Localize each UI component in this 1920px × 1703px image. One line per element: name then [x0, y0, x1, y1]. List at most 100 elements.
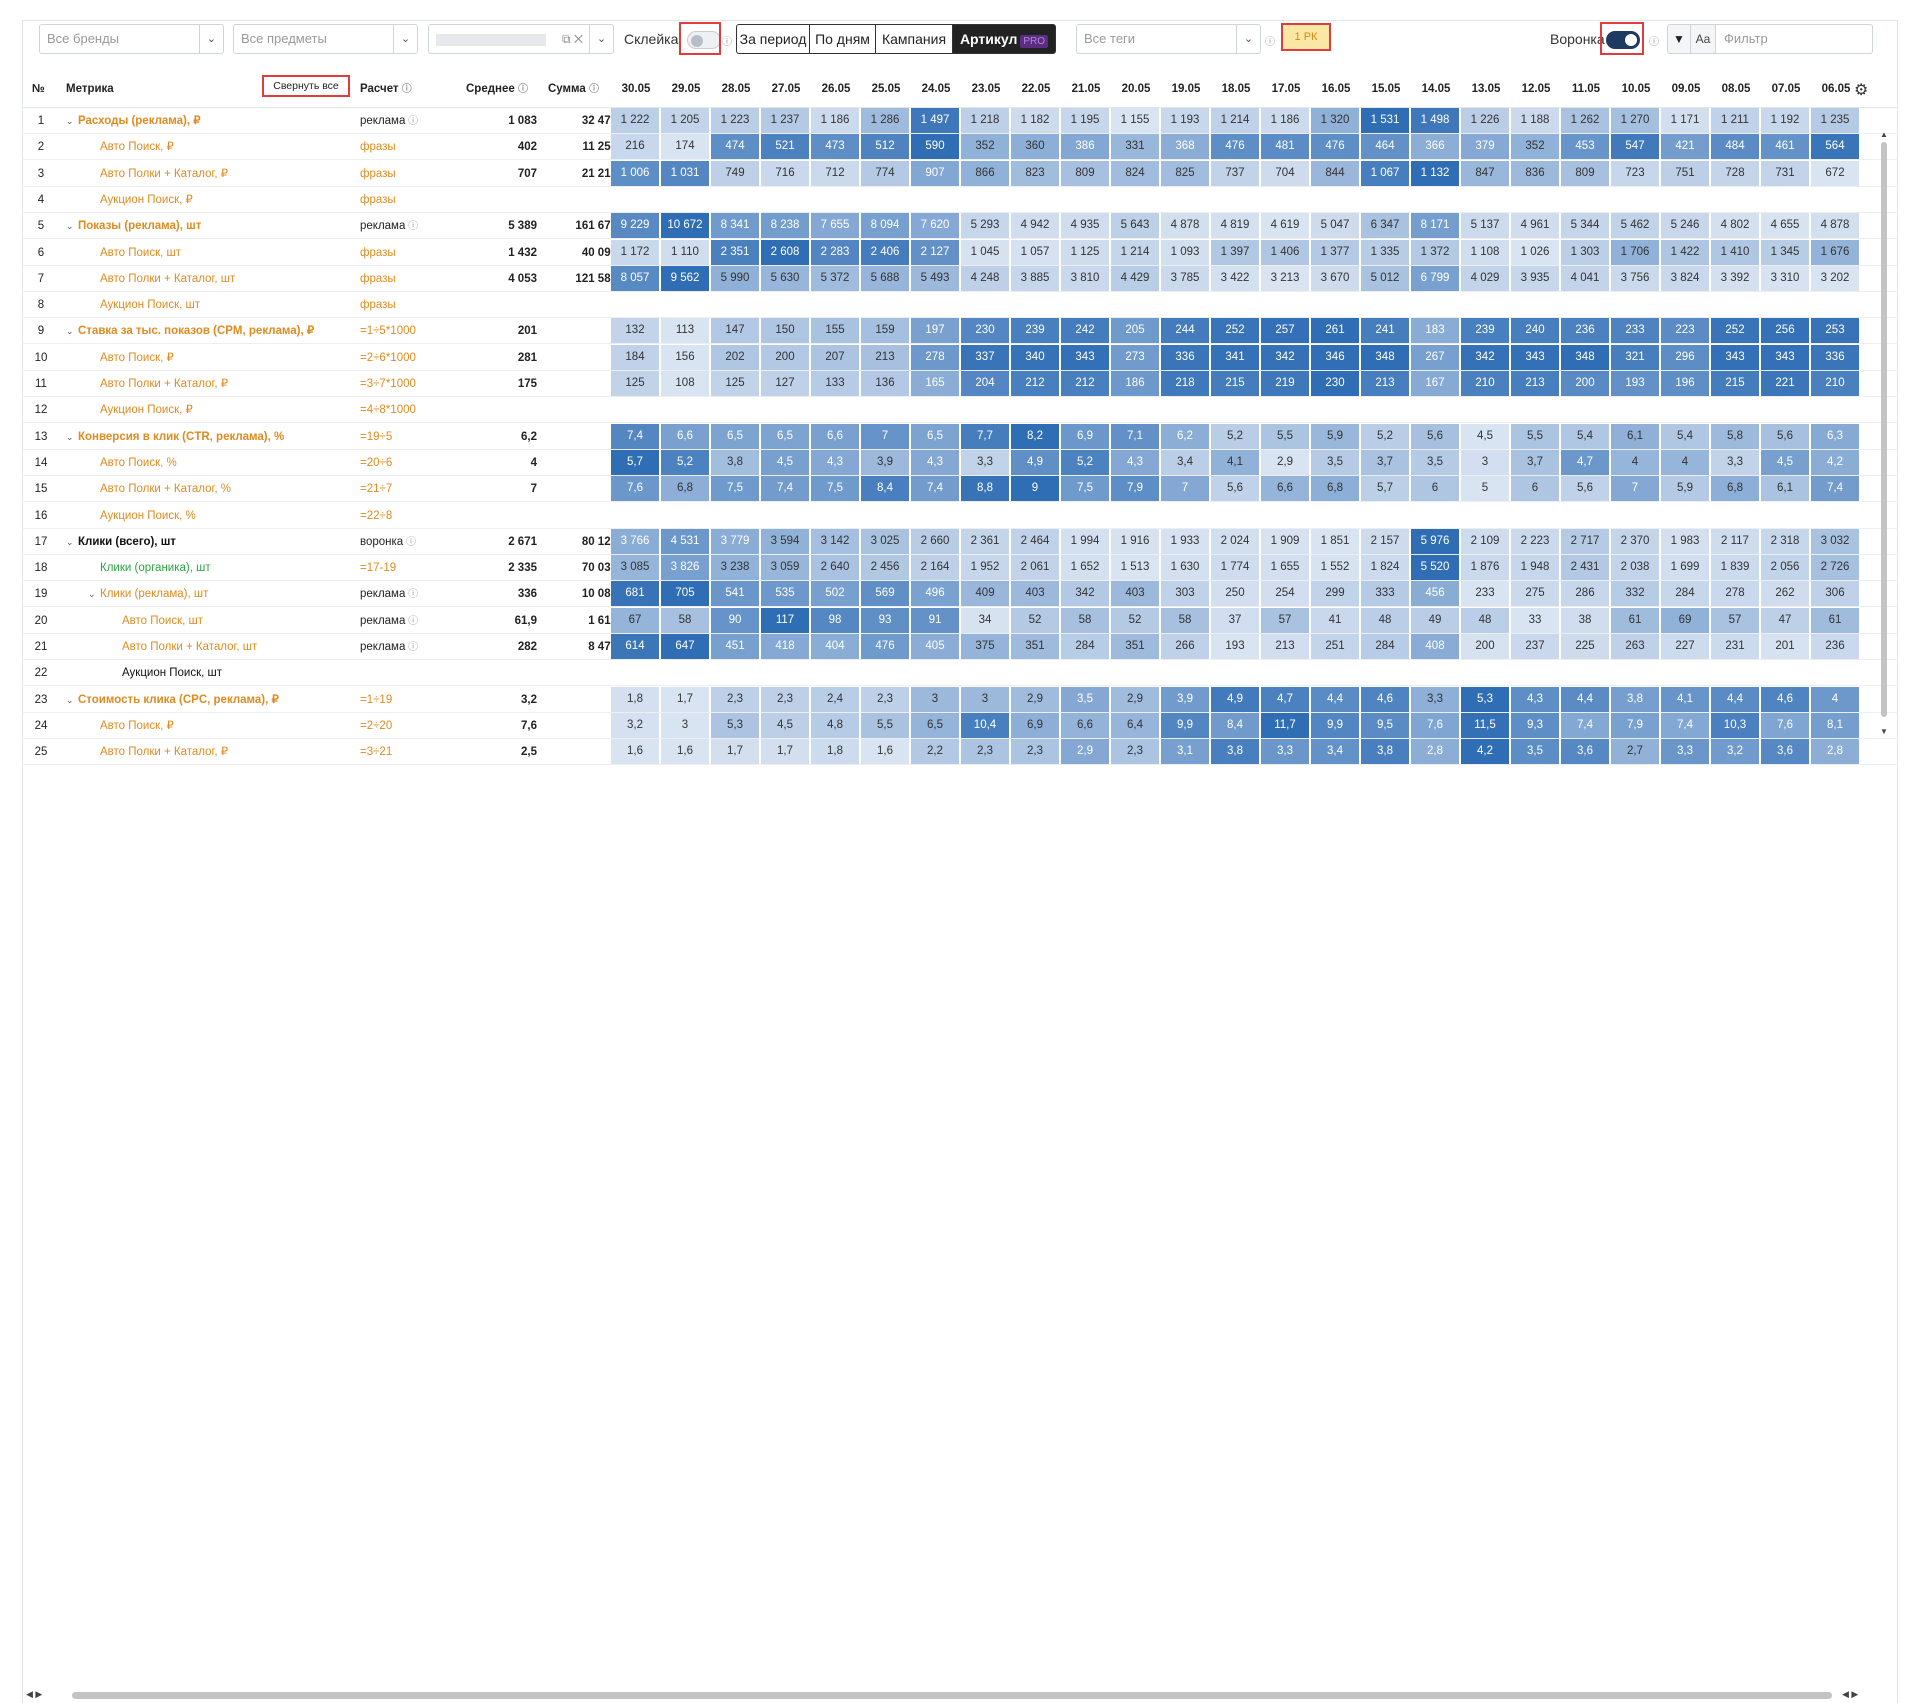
- value-cell[interactable]: 343: [1761, 344, 1809, 370]
- chevron-down-icon[interactable]: ⌄: [66, 326, 74, 337]
- value-cell[interactable]: 202: [711, 344, 759, 370]
- value-cell[interactable]: [1561, 397, 1609, 422]
- tab-article[interactable]: Артикул PRO: [952, 24, 1056, 54]
- value-cell[interactable]: 3 885: [1011, 265, 1059, 291]
- chevron-down-icon[interactable]: ⌄: [66, 431, 74, 442]
- date-header[interactable]: 12.05: [1521, 83, 1551, 95]
- value-cell[interactable]: 1 155: [1111, 108, 1159, 133]
- value-cell[interactable]: [1261, 503, 1309, 528]
- value-cell[interactable]: 4,7: [1561, 449, 1609, 475]
- value-cell[interactable]: 1 218: [961, 108, 1009, 133]
- value-cell[interactable]: 216: [611, 134, 659, 160]
- tab-days[interactable]: По дням: [809, 24, 876, 54]
- vertical-scrollbar[interactable]: ▲ ▼: [1880, 130, 1888, 740]
- value-cell[interactable]: 2,8: [1811, 739, 1859, 765]
- value-cell[interactable]: 3,3: [1411, 686, 1459, 712]
- value-cell[interactable]: 1 186: [811, 108, 859, 133]
- value-cell[interactable]: 193: [1611, 371, 1659, 396]
- value-cell[interactable]: 7,9: [1611, 712, 1659, 738]
- value-cell[interactable]: 38: [1561, 607, 1609, 633]
- value-cell[interactable]: 3 785: [1161, 265, 1209, 291]
- value-cell[interactable]: 4,9: [1011, 449, 1059, 475]
- value-cell[interactable]: 4: [1611, 449, 1659, 475]
- value-cell[interactable]: 590: [911, 134, 959, 160]
- value-cell[interactable]: [1811, 503, 1859, 528]
- value-cell[interactable]: 4,1: [1661, 686, 1709, 712]
- value-cell[interactable]: [1111, 292, 1159, 317]
- value-cell[interactable]: 262: [1761, 581, 1809, 607]
- value-cell[interactable]: 3 935: [1511, 265, 1559, 291]
- value-cell[interactable]: 200: [761, 344, 809, 370]
- value-cell[interactable]: 3,9: [1161, 686, 1209, 712]
- value-cell[interactable]: 7,4: [1561, 712, 1609, 738]
- value-cell[interactable]: 3 059: [761, 555, 809, 581]
- value-cell[interactable]: [1561, 503, 1609, 528]
- value-cell[interactable]: 236: [1811, 634, 1859, 659]
- value-cell[interactable]: 3 238: [711, 555, 759, 581]
- value-cell[interactable]: 844: [1311, 160, 1359, 186]
- date-header[interactable]: 16.05: [1321, 83, 1351, 95]
- value-cell[interactable]: [961, 397, 1009, 422]
- value-cell[interactable]: 535: [761, 581, 809, 607]
- value-cell[interactable]: 332: [1611, 581, 1659, 607]
- value-cell[interactable]: 9 229: [611, 213, 659, 239]
- value-cell[interactable]: 1,8: [811, 739, 859, 765]
- value-cell[interactable]: 5,7: [1361, 476, 1409, 502]
- value-cell[interactable]: 1 192: [1761, 108, 1809, 133]
- value-cell[interactable]: [1711, 660, 1759, 685]
- value-cell[interactable]: 4,5: [761, 449, 809, 475]
- value-cell[interactable]: 4 878: [1811, 213, 1859, 239]
- date-header[interactable]: 27.05: [771, 83, 801, 95]
- value-cell[interactable]: 184: [611, 344, 659, 370]
- value-cell[interactable]: 1 226: [1461, 108, 1509, 133]
- value-cell[interactable]: [1511, 292, 1559, 317]
- value-cell[interactable]: [761, 397, 809, 422]
- value-cell[interactable]: 183: [1411, 318, 1459, 344]
- value-cell[interactable]: [1761, 292, 1809, 317]
- value-cell[interactable]: 5,3: [711, 712, 759, 738]
- value-cell[interactable]: [861, 503, 909, 528]
- value-cell[interactable]: [1061, 292, 1109, 317]
- value-cell[interactable]: 751: [1661, 160, 1709, 186]
- value-cell[interactable]: 6,9: [1011, 712, 1059, 738]
- value-cell[interactable]: 1 824: [1361, 555, 1409, 581]
- value-cell[interactable]: 1 182: [1011, 108, 1059, 133]
- value-cell[interactable]: [861, 292, 909, 317]
- value-cell[interactable]: 240: [1511, 318, 1559, 344]
- value-cell[interactable]: 476: [1211, 134, 1259, 160]
- value-cell[interactable]: 716: [761, 160, 809, 186]
- value-cell[interactable]: 6,8: [1311, 476, 1359, 502]
- value-cell[interactable]: 1 132: [1411, 160, 1459, 186]
- metric-name[interactable]: ⌄ Клики (реклама), шт: [88, 581, 358, 607]
- value-cell[interactable]: 213: [1361, 371, 1409, 396]
- value-cell[interactable]: 4 802: [1711, 213, 1759, 239]
- value-cell[interactable]: [961, 503, 1009, 528]
- value-cell[interactable]: 1,6: [611, 739, 659, 765]
- value-cell[interactable]: [1661, 187, 1709, 212]
- value-cell[interactable]: 2 431: [1561, 555, 1609, 581]
- value-cell[interactable]: 253: [1811, 318, 1859, 344]
- value-cell[interactable]: 3,1: [1161, 739, 1209, 765]
- value-cell[interactable]: 98: [811, 607, 859, 633]
- value-cell[interactable]: 7,1: [1111, 423, 1159, 449]
- value-cell[interactable]: 6: [1411, 476, 1459, 502]
- value-cell[interactable]: 242: [1061, 318, 1109, 344]
- value-cell[interactable]: 4,4: [1561, 686, 1609, 712]
- value-cell[interactable]: 3: [961, 686, 1009, 712]
- value-cell[interactable]: 352: [961, 134, 1009, 160]
- value-cell[interactable]: 2 164: [911, 555, 959, 581]
- value-cell[interactable]: 1 195: [1061, 108, 1109, 133]
- value-cell[interactable]: 4,4: [1311, 686, 1359, 712]
- value-cell[interactable]: 5,7: [611, 449, 659, 475]
- value-cell[interactable]: 749: [711, 160, 759, 186]
- value-cell[interactable]: 547: [1611, 134, 1659, 160]
- value-cell[interactable]: 823: [1011, 160, 1059, 186]
- value-cell[interactable]: 1 410: [1711, 239, 1759, 265]
- value-cell[interactable]: 156: [661, 344, 709, 370]
- scroll-up-icon[interactable]: ▲: [1880, 130, 1888, 139]
- metric-name[interactable]: ⌄ Конверсия в клик (CTR, реклама), %: [66, 424, 336, 450]
- value-cell[interactable]: 456: [1411, 581, 1459, 607]
- value-cell[interactable]: 331: [1111, 134, 1159, 160]
- value-cell[interactable]: 7,4: [1811, 476, 1859, 502]
- value-cell[interactable]: 91: [911, 607, 959, 633]
